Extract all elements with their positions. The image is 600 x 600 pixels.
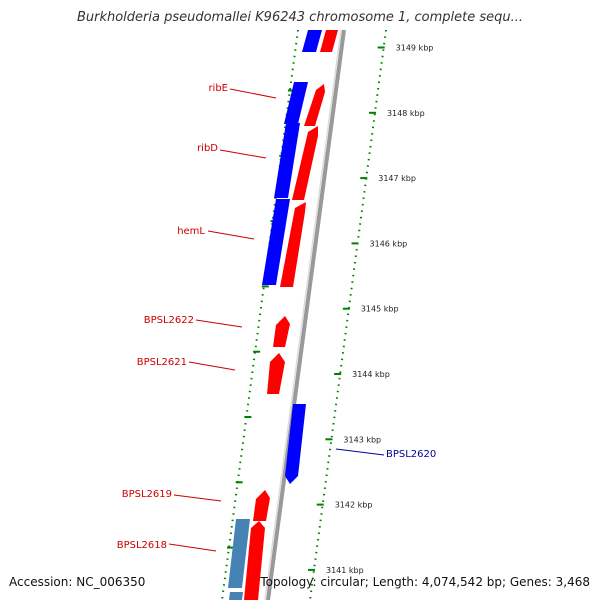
feature-ribD-reverse[interactable] <box>274 123 300 198</box>
gene-label-BPSL2620[interactable]: BPSL2620 <box>386 449 436 460</box>
feature-BPSL2622[interactable] <box>273 316 290 347</box>
tick-label-0: 3149 kbp <box>396 44 434 53</box>
tick-label-7: 3142 kbp <box>335 501 373 510</box>
topology-text: Topology: circular; Length: 4,074,542 bp… <box>260 575 590 589</box>
tick-label-2: 3147 kbp <box>378 174 416 183</box>
feature-BPSL2619[interactable] <box>253 490 270 521</box>
gene-label-BPSL2622[interactable]: BPSL2622 <box>144 315 194 326</box>
feature-hemL-forward[interactable] <box>280 202 306 287</box>
feature-bottom-reverse-alt[interactable] <box>229 592 243 600</box>
leader-BPSL2618 <box>168 543 217 552</box>
feature-top-reverse[interactable] <box>302 30 322 52</box>
gene-labels: ribE ribD hemL BPSL2622 BPSL2621 BPSL262… <box>117 83 437 551</box>
feature-bottom-forward[interactable] <box>248 593 258 600</box>
accession-text: Accession: NC_006350 <box>9 575 146 589</box>
leader-ribE <box>229 88 277 99</box>
tick-label-1: 3148 kbp <box>387 109 425 118</box>
leader-BPSL2620 <box>335 448 385 456</box>
map-title: Burkholderia pseudomallei K96243 chromos… <box>76 10 524 25</box>
tick-label-8: 3141 kbp <box>326 566 364 575</box>
gene-label-BPSL2621[interactable]: BPSL2621 <box>137 357 187 368</box>
feature-BPSL2618-reverse-alt[interactable] <box>228 519 250 588</box>
leader-BPSL2621 <box>188 361 236 371</box>
gene-label-BPSL2618[interactable]: BPSL2618 <box>117 540 167 551</box>
outer-dotted-ring <box>309 29 387 600</box>
leader-hemL <box>207 230 255 240</box>
leader-BPSL2619 <box>173 494 222 502</box>
gene-label-ribD[interactable]: ribD <box>197 143 218 154</box>
backbone-highlight <box>264 29 342 600</box>
feature-top-forward[interactable] <box>320 30 338 52</box>
gene-label-hemL[interactable]: hemL <box>177 226 205 237</box>
gene-label-ribE[interactable]: ribE <box>208 83 228 94</box>
feature-hemL-reverse[interactable] <box>262 199 290 285</box>
tick-label-3: 3146 kbp <box>370 239 408 248</box>
label-leaders <box>168 88 385 552</box>
tick-label-6: 3143 kbp <box>343 435 381 444</box>
feature-BPSL2621[interactable] <box>267 353 285 394</box>
feature-ribE-forward[interactable] <box>304 84 325 126</box>
tick-label-4: 3145 kbp <box>361 305 399 314</box>
leader-BPSL2622 <box>195 319 243 328</box>
feature-ribD-forward[interactable] <box>292 126 318 200</box>
leader-ribD <box>219 149 267 159</box>
feature-BPSL2620[interactable] <box>285 404 306 484</box>
backbone <box>266 29 346 600</box>
feature-BPSL2618-forward[interactable] <box>244 521 265 600</box>
tick-label-5: 3144 kbp <box>352 370 390 379</box>
gene-label-BPSL2619[interactable]: BPSL2619 <box>122 489 172 500</box>
feature-ribE-reverse[interactable] <box>284 82 308 124</box>
